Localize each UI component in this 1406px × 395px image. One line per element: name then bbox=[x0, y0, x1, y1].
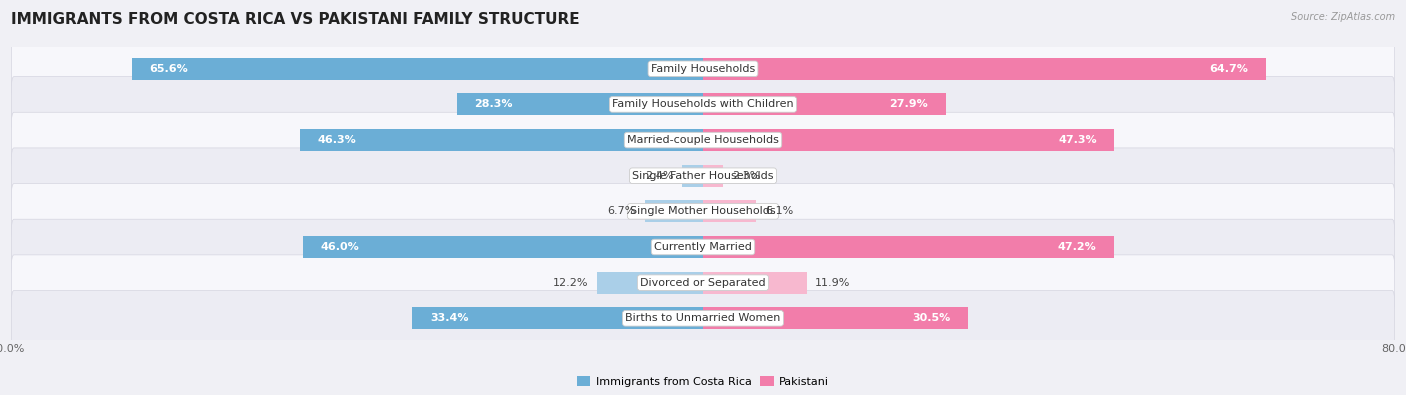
FancyBboxPatch shape bbox=[11, 112, 1395, 168]
Bar bbox=[302, 236, 703, 258]
Bar bbox=[703, 272, 807, 294]
Text: Married-couple Households: Married-couple Households bbox=[627, 135, 779, 145]
Bar bbox=[703, 165, 723, 187]
Text: Family Households: Family Households bbox=[651, 64, 755, 74]
Text: Single Mother Households: Single Mother Households bbox=[630, 206, 776, 216]
Text: Births to Unmarried Women: Births to Unmarried Women bbox=[626, 313, 780, 324]
FancyBboxPatch shape bbox=[11, 255, 1395, 310]
Text: 46.0%: 46.0% bbox=[321, 242, 359, 252]
Text: Family Households with Children: Family Households with Children bbox=[612, 100, 794, 109]
Bar bbox=[703, 93, 946, 115]
FancyBboxPatch shape bbox=[11, 41, 1395, 97]
Bar bbox=[457, 93, 703, 115]
Bar bbox=[703, 200, 756, 222]
FancyBboxPatch shape bbox=[11, 184, 1395, 239]
Text: 6.1%: 6.1% bbox=[765, 206, 793, 216]
Text: Currently Married: Currently Married bbox=[654, 242, 752, 252]
FancyBboxPatch shape bbox=[11, 148, 1395, 203]
FancyBboxPatch shape bbox=[11, 219, 1395, 275]
Bar bbox=[682, 165, 703, 187]
Bar bbox=[301, 129, 703, 151]
Bar bbox=[703, 58, 1265, 80]
FancyBboxPatch shape bbox=[11, 77, 1395, 132]
Text: Divorced or Separated: Divorced or Separated bbox=[640, 278, 766, 288]
Text: 6.7%: 6.7% bbox=[607, 206, 636, 216]
Text: IMMIGRANTS FROM COSTA RICA VS PAKISTANI FAMILY STRUCTURE: IMMIGRANTS FROM COSTA RICA VS PAKISTANI … bbox=[11, 12, 579, 27]
Text: Source: ZipAtlas.com: Source: ZipAtlas.com bbox=[1291, 12, 1395, 22]
Bar bbox=[598, 272, 703, 294]
Text: 47.3%: 47.3% bbox=[1059, 135, 1097, 145]
Bar bbox=[412, 307, 703, 329]
Text: 11.9%: 11.9% bbox=[815, 278, 851, 288]
Text: 30.5%: 30.5% bbox=[912, 313, 950, 324]
Bar bbox=[645, 200, 703, 222]
Text: 28.3%: 28.3% bbox=[474, 100, 513, 109]
Bar bbox=[132, 58, 703, 80]
Text: 2.3%: 2.3% bbox=[731, 171, 761, 181]
Bar bbox=[703, 307, 969, 329]
Legend: Immigrants from Costa Rica, Pakistani: Immigrants from Costa Rica, Pakistani bbox=[576, 376, 830, 387]
FancyBboxPatch shape bbox=[11, 290, 1395, 346]
Text: 47.2%: 47.2% bbox=[1057, 242, 1097, 252]
Text: 2.4%: 2.4% bbox=[645, 171, 673, 181]
Text: 12.2%: 12.2% bbox=[553, 278, 588, 288]
Bar bbox=[703, 129, 1115, 151]
Text: 33.4%: 33.4% bbox=[430, 313, 468, 324]
Text: 27.9%: 27.9% bbox=[890, 100, 928, 109]
Text: 65.6%: 65.6% bbox=[149, 64, 188, 74]
Text: 64.7%: 64.7% bbox=[1209, 64, 1249, 74]
Text: Single Father Households: Single Father Households bbox=[633, 171, 773, 181]
Text: 46.3%: 46.3% bbox=[318, 135, 356, 145]
Bar bbox=[703, 236, 1114, 258]
